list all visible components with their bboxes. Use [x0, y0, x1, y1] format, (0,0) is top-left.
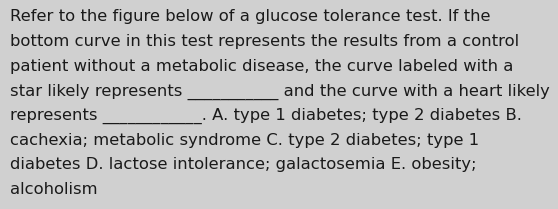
Text: cachexia; metabolic syndrome C. type 2 diabetes; type 1: cachexia; metabolic syndrome C. type 2 d… — [10, 133, 479, 148]
Text: patient without a metabolic disease, the curve labeled with a: patient without a metabolic disease, the… — [10, 59, 513, 74]
Text: alcoholism: alcoholism — [10, 182, 98, 197]
Text: star likely represents ___________ and the curve with a heart likely: star likely represents ___________ and t… — [10, 83, 550, 100]
Text: diabetes D. lactose intolerance; galactosemia E. obesity;: diabetes D. lactose intolerance; galacto… — [10, 157, 477, 172]
Text: Refer to the figure below of a glucose tolerance test. If the: Refer to the figure below of a glucose t… — [10, 9, 490, 24]
Text: bottom curve in this test represents the results from a control: bottom curve in this test represents the… — [10, 34, 519, 49]
Text: represents ____________. A. type 1 diabetes; type 2 diabetes B.: represents ____________. A. type 1 diabe… — [10, 108, 522, 124]
